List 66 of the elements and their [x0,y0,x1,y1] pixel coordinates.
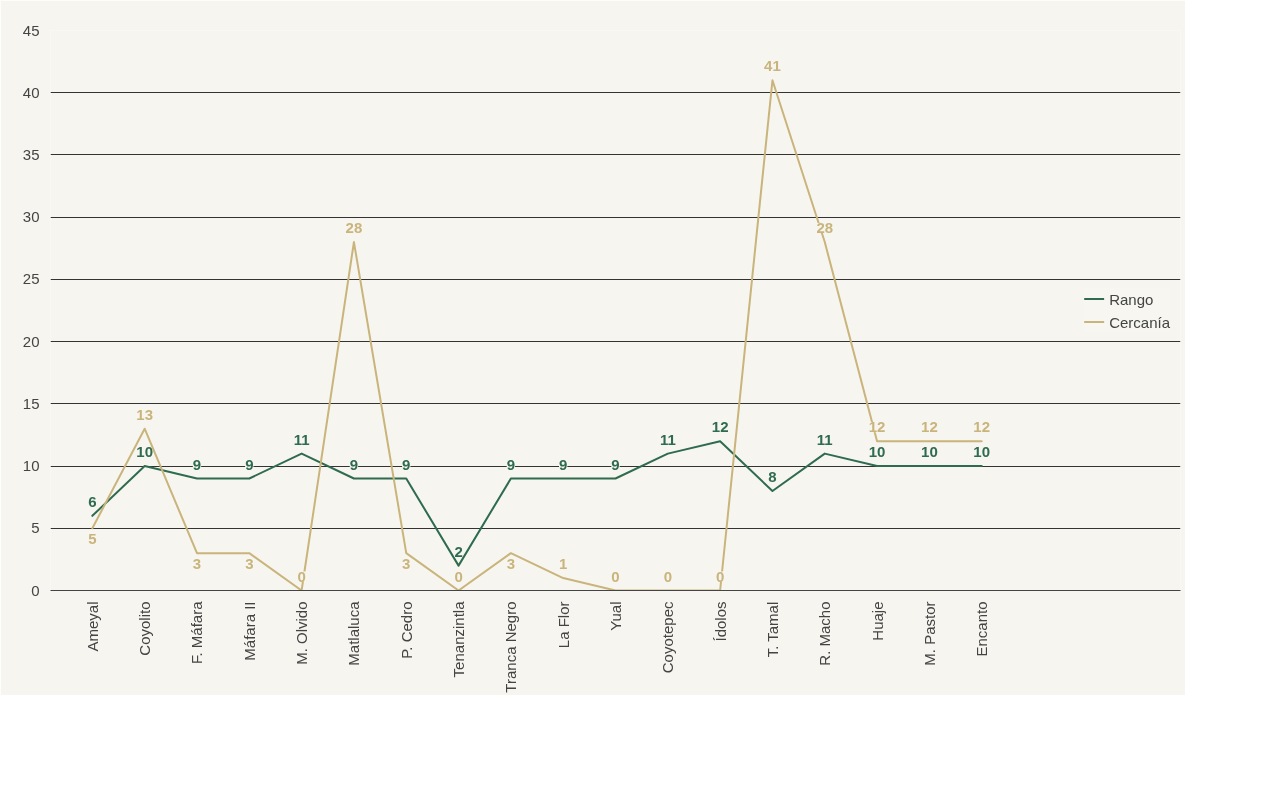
x-tick-label: Encanto [973,601,991,657]
x-tick-label: T. Tamal [763,601,781,658]
x-tick-label: R. Macho [816,601,834,666]
y-tick-label: 40 [22,83,40,101]
x-tick-label: Coyotepec [659,601,677,674]
data-label: 10 [973,443,991,461]
data-label: 41 [764,57,781,75]
x-tick-label: Ameyal [83,601,101,652]
data-label: 12 [868,418,886,436]
x-tick-label: F. Máfara [188,600,206,665]
data-label: 12 [921,418,938,436]
data-label: 8 [768,467,777,485]
x-tick-label: M. Pastor [920,601,938,666]
data-label: 12 [973,418,991,436]
y-tick-label: 35 [22,145,40,163]
data-label: 0 [454,567,463,585]
data-label: 0 [297,567,306,585]
y-tick-label: 10 [22,457,40,475]
data-label: 3 [192,555,202,573]
x-tick-label: Yual [607,601,624,631]
data-label: 13 [136,405,154,423]
data-label: 9 [506,455,516,473]
y-tick-label: 25 [22,270,40,288]
x-tick-label: Coyolito [136,601,154,656]
data-label: 1 [559,555,568,573]
x-tick-label: P. Cedro [397,601,415,659]
data-label: 9 [402,455,411,473]
x-tick-label: La Flor [554,601,572,649]
data-label: 6 [88,492,97,510]
data-label: 10 [921,443,938,461]
x-tick-label: Matlaluca [345,600,363,666]
legend-label: Cercanía [1109,313,1170,330]
data-label: 9 [245,455,254,473]
data-label: 9 [349,455,359,473]
data-label: 9 [611,455,620,473]
data-label: 28 [345,219,363,237]
x-tick-label: Tenanzintla [450,600,468,678]
data-label: 12 [711,418,729,436]
x-tick-label: Máfara II [240,601,258,661]
data-label: 11 [816,430,833,448]
data-label: 9 [559,455,568,473]
y-tick-label: 0 [31,581,40,599]
data-label: 9 [192,455,202,473]
data-label: 3 [245,555,254,573]
data-label: 28 [816,219,834,237]
data-label: 10 [868,443,886,461]
data-label: 3 [506,555,516,573]
legend-label: Rango [1109,290,1154,307]
data-label: 10 [136,443,154,461]
y-tick-label: 5 [31,519,40,537]
data-label: 0 [715,567,725,585]
x-tick-label: Ídolos [711,601,729,642]
data-label: 11 [659,430,676,448]
data-label: 5 [88,530,97,548]
y-tick-label: 20 [22,332,40,350]
x-tick-label: Tranca Negro [502,601,520,693]
data-label: 2 [454,542,463,560]
x-tick-label: Huaje [868,601,886,641]
data-label: 3 [402,555,411,573]
data-label: 0 [611,567,620,585]
y-tick-label: 45 [22,21,40,39]
y-tick-label: 15 [22,394,40,412]
data-label: 11 [293,430,310,448]
y-tick-label: 30 [22,208,40,226]
data-label: 0 [663,567,672,585]
x-tick-label: M. Olvido [293,601,311,665]
